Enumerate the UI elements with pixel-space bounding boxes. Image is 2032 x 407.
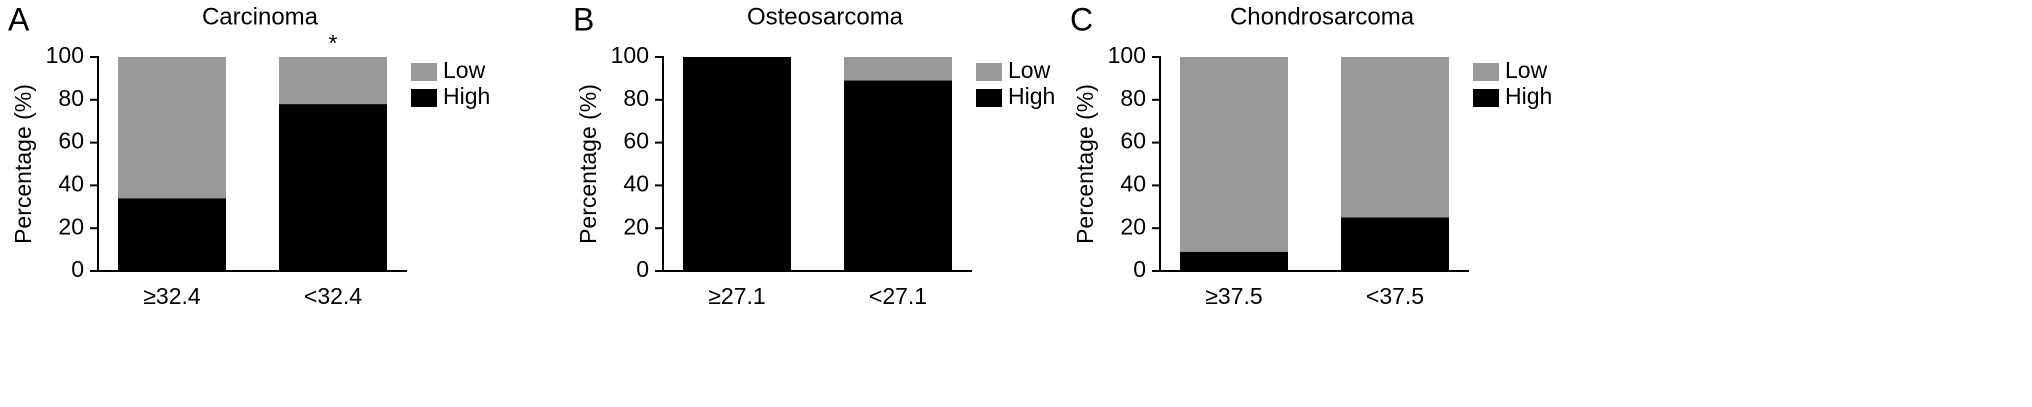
legend-swatch [1473, 63, 1499, 81]
legend-swatch [976, 89, 1002, 107]
y-tick-label: 60 [1120, 128, 1146, 154]
legend-swatch [1473, 89, 1499, 107]
x-tick-label: ≥37.5 [1205, 283, 1262, 309]
chart-title: Chondrosarcoma [1230, 3, 1415, 30]
y-tick-label: 40 [623, 170, 649, 196]
y-tick-label: 80 [623, 85, 649, 111]
y-tick-label: 40 [1120, 170, 1146, 196]
bar-segment [279, 57, 387, 105]
bar-segment [118, 198, 226, 271]
legend-label: Low [1505, 57, 1548, 83]
bar-segment [1180, 251, 1288, 271]
x-tick-label: ≥32.4 [143, 283, 201, 309]
bar-segment [1180, 57, 1288, 252]
y-axis-label: Percentage (%) [1072, 84, 1098, 244]
y-tick-label: 20 [1120, 213, 1146, 239]
y-tick-label: 0 [71, 256, 84, 282]
bar-segment [118, 57, 226, 199]
legend-swatch [411, 63, 437, 81]
bar-segment [1341, 57, 1449, 218]
bar-segment [683, 57, 791, 271]
y-tick-label: 20 [58, 213, 84, 239]
y-tick-label: 100 [1108, 42, 1146, 68]
legend-swatch [411, 89, 437, 107]
bar-segment [844, 80, 952, 271]
y-axis-label: Percentage (%) [575, 84, 601, 244]
y-tick-label: 60 [58, 128, 84, 154]
bar-segment [279, 104, 387, 271]
bar-segment [844, 57, 952, 81]
y-tick-label: 0 [1133, 256, 1146, 282]
panel-label: C [1070, 1, 1093, 37]
y-tick-label: 80 [1120, 85, 1146, 111]
legend-label: High [1505, 83, 1552, 109]
y-axis-label: Percentage (%) [10, 84, 36, 244]
y-tick-label: 80 [58, 85, 84, 111]
y-tick-label: 20 [623, 213, 649, 239]
x-tick-label: <27.1 [869, 283, 927, 309]
y-tick-label: 60 [623, 128, 649, 154]
y-tick-label: 100 [46, 42, 84, 68]
panel-label: A [8, 1, 30, 37]
legend-label: High [1008, 83, 1055, 109]
bar-segment [1341, 217, 1449, 271]
y-tick-label: 0 [636, 256, 649, 282]
x-tick-label: ≥27.1 [708, 283, 765, 309]
annotation: * [329, 30, 338, 56]
chart-title: Osteosarcoma [747, 3, 904, 30]
y-tick-label: 100 [611, 42, 649, 68]
legend-swatch [976, 63, 1002, 81]
legend-label: High [443, 83, 490, 109]
legend-label: Low [1008, 57, 1051, 83]
chart-title: Carcinoma [202, 3, 319, 30]
x-tick-label: <37.5 [1366, 283, 1424, 309]
y-tick-label: 40 [58, 170, 84, 196]
x-tick-label: <32.4 [304, 283, 362, 309]
legend-label: Low [443, 57, 486, 83]
panel-label: B [573, 1, 594, 37]
